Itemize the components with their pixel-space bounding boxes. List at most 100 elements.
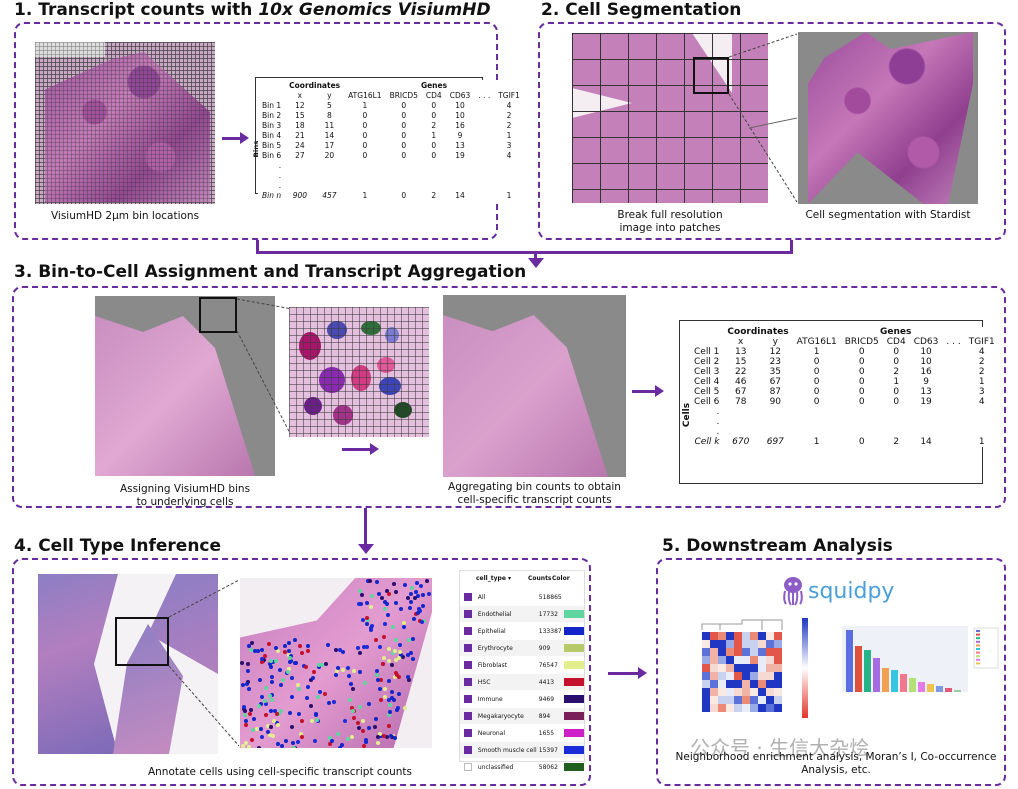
cell-dot — [375, 580, 380, 585]
checkbox-icon[interactable] — [464, 661, 472, 669]
cell-dot — [323, 691, 328, 696]
color-swatch — [564, 593, 584, 601]
table-cell — [883, 407, 910, 417]
checkbox-icon[interactable] — [464, 729, 472, 737]
heatmap-cell — [750, 632, 758, 640]
checkbox-icon[interactable] — [464, 678, 472, 686]
cell-dot — [397, 675, 402, 680]
table-cell: 21 — [295, 130, 305, 140]
arrowhead-down-icon — [528, 258, 544, 268]
row-label: Bin 3 — [262, 120, 282, 130]
legend-row[interactable]: Epithelial 133387 — [460, 623, 584, 639]
cell-dot — [259, 648, 264, 653]
checkbox-icon[interactable] — [464, 593, 472, 601]
aggregated-cells-image — [443, 295, 626, 477]
legend-row[interactable]: Smooth muscle cell 15397 — [460, 742, 584, 758]
table-row: Bin 6 27 20 0 0 0 19 4 — [258, 150, 524, 160]
table-cell: 670 — [732, 437, 750, 447]
cell-dot — [240, 660, 245, 665]
cell-dot — [305, 643, 310, 648]
table-cell — [474, 140, 494, 150]
heatmap-cell — [734, 672, 742, 680]
table-row: Cell 5 67 87 0 0 0 13 3 — [690, 387, 999, 397]
cell-dot — [374, 673, 379, 678]
row-label: Cell k — [694, 437, 720, 447]
heatmap-cell — [734, 680, 742, 688]
cell-dot — [393, 649, 398, 654]
legend-swatch — [976, 662, 980, 665]
table-cell: 0 — [401, 100, 407, 110]
cell-dot — [364, 622, 369, 627]
legend-row[interactable]: unclassified 58062 — [460, 759, 584, 775]
table-cell: 22 — [734, 367, 747, 377]
cell-dot — [383, 622, 388, 627]
color-swatch — [564, 695, 584, 703]
table-cell — [344, 160, 385, 170]
cell-dot — [269, 698, 274, 703]
table-row: Cell 2 15 23 0 0 0 10 2 — [690, 357, 999, 367]
checkbox-icon[interactable] — [464, 712, 472, 720]
heatmap-cell — [710, 664, 718, 672]
cell-dot — [283, 738, 288, 743]
table-cell: 0 — [431, 140, 437, 150]
cell-dot — [425, 579, 430, 584]
table-cell: 697 — [766, 437, 784, 447]
table-cell — [841, 427, 883, 437]
legend-row[interactable]: Megakaryocyte 894 — [460, 708, 584, 724]
cell-dot — [328, 735, 333, 740]
cell-dot — [240, 683, 245, 688]
cell-dot — [416, 606, 421, 611]
cell-dot — [317, 689, 322, 694]
heatmap-cell — [774, 640, 782, 648]
cell-dot — [362, 681, 367, 686]
color-swatch — [564, 644, 584, 652]
legend-header-counts[interactable]: Counts — [528, 575, 552, 582]
checkbox-icon[interactable] — [464, 644, 472, 652]
legend-row[interactable]: Neuronal 1655 — [460, 725, 584, 741]
checkbox-icon[interactable] — [464, 746, 472, 754]
cell-dot — [245, 662, 250, 667]
heatmap-cell — [718, 640, 726, 648]
cell-dot — [360, 618, 365, 623]
cell-dot — [373, 637, 378, 642]
checkbox-icon[interactable] — [464, 695, 472, 703]
legend-count: 9469 — [538, 695, 555, 703]
checkbox-icon[interactable] — [464, 610, 472, 618]
table-cell: 0 — [362, 120, 368, 130]
cell-dot — [387, 592, 392, 597]
arrowhead-icon — [638, 667, 647, 679]
legend-header-type[interactable]: cell_type ▾ — [476, 575, 511, 582]
legend-row[interactable]: All 518865 — [460, 589, 584, 605]
cell-dot — [289, 695, 294, 700]
cell-dot — [386, 713, 391, 718]
heatmap-cell — [750, 696, 758, 704]
cell-dot — [269, 725, 274, 730]
cell-dot — [315, 694, 320, 699]
cell-dot — [376, 741, 381, 746]
cell-dot — [377, 686, 382, 691]
table-row: Cell 1 13 12 1 0 0 10 4 — [690, 347, 999, 357]
cell-dot — [375, 669, 380, 674]
table-cell: 87 — [769, 387, 782, 397]
cell-dot — [396, 691, 401, 696]
checkbox-icon[interactable] — [464, 627, 472, 635]
legend-row[interactable]: HSC 4413 — [460, 674, 584, 690]
legend-row[interactable]: Erythrocyte 909 — [460, 640, 584, 656]
cell-dot — [262, 698, 267, 703]
caption-bin-locations: VisiumHD 2µm bin locations — [50, 210, 200, 222]
legend-label: HSC — [477, 678, 491, 686]
stardist-segmentation-image — [798, 32, 978, 204]
legend-swatch — [976, 644, 980, 647]
legend-row[interactable]: Endothelial 17732 — [460, 606, 584, 622]
cell-dot — [365, 601, 370, 606]
bar — [936, 686, 943, 692]
col-header: TGIF1 — [498, 90, 520, 100]
checkbox-icon[interactable] — [464, 763, 472, 771]
legend-row[interactable]: Fibroblast 76547 — [460, 657, 584, 673]
cell-dot — [298, 732, 303, 737]
legend-row[interactable]: Immune 9469 — [460, 691, 584, 707]
table-cell: 0 — [401, 130, 407, 140]
cell-dot — [258, 678, 263, 683]
bar — [945, 688, 952, 692]
cell-dot — [360, 719, 365, 724]
